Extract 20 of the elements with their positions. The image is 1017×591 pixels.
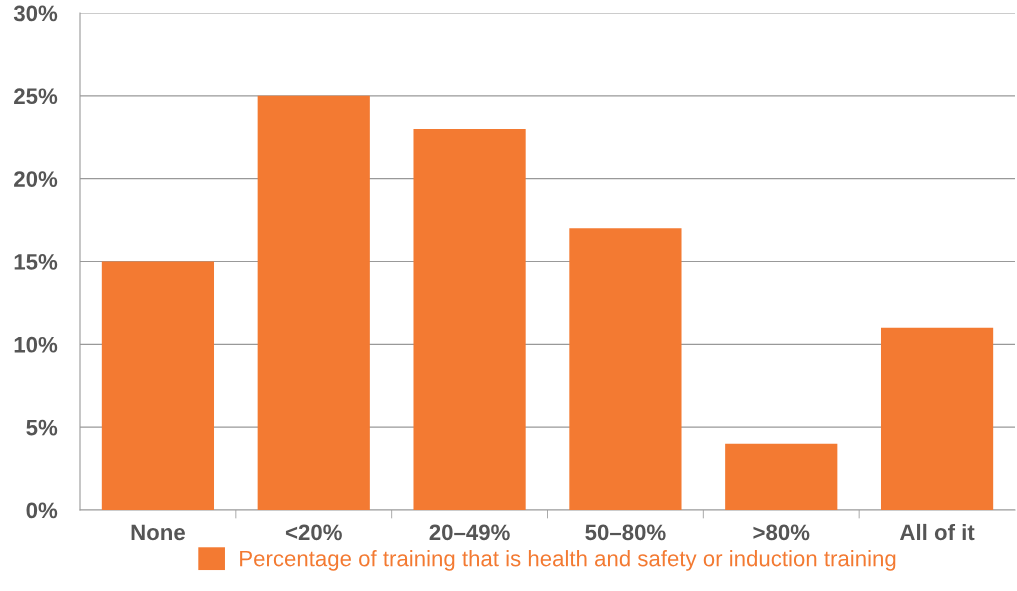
bar (257, 95, 370, 510)
bar (725, 443, 838, 510)
bar (413, 128, 526, 510)
x-tick-label: 20–49% (429, 524, 510, 541)
x-tick-label: None (131, 524, 185, 541)
y-tick-label: 15% (14, 254, 58, 270)
bar (101, 261, 215, 510)
y-tick-label: 5% (26, 419, 58, 436)
x-tick-label: All of it (899, 523, 975, 541)
y-tick-label: 25% (14, 88, 58, 105)
x-tick-label: <20% (285, 524, 342, 541)
bar (880, 327, 994, 510)
y-tick-label: 0% (26, 502, 58, 519)
legend-label: Percentage of training that is health and safety or induction training (240, 550, 896, 571)
y-tick-label: 20% (14, 171, 58, 187)
y-tick-label: 30% (13, 5, 58, 22)
y-tick-label: 10% (14, 336, 58, 353)
x-tick-label: 50–80% (585, 524, 666, 541)
x-tick-label: >80% (753, 524, 810, 541)
bar (569, 228, 682, 510)
